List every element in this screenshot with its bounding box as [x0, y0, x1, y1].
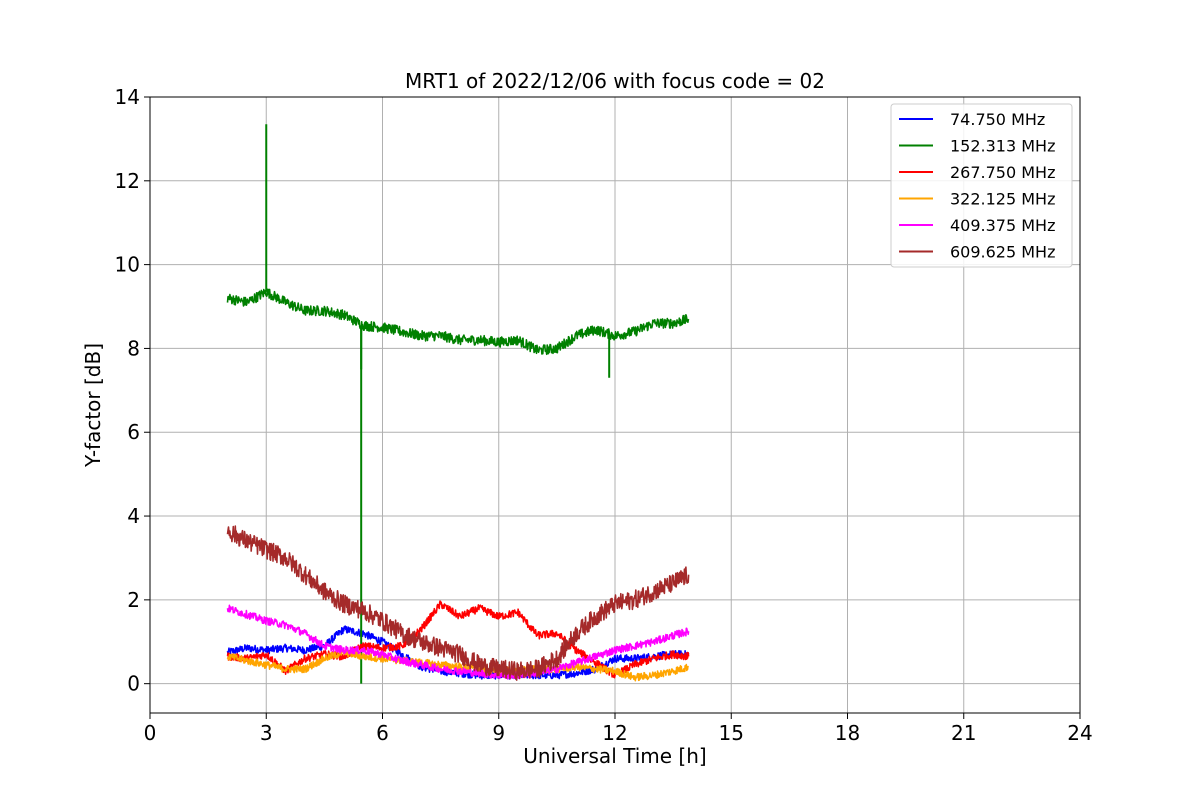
legend-label: 409.375 MHz — [950, 216, 1055, 235]
legend-label: 267.750 MHz — [950, 163, 1055, 182]
y-tick-label: 8 — [127, 336, 140, 360]
y-tick-label: 12 — [115, 169, 140, 193]
x-tick-label: 9 — [492, 721, 505, 745]
x-tick-label: 15 — [719, 721, 744, 745]
y-tick-label: 2 — [127, 588, 140, 612]
x-tick-label: 6 — [376, 721, 389, 745]
legend-label: 322.125 MHz — [950, 190, 1055, 209]
legend-label: 74.750 MHz — [950, 110, 1045, 129]
x-tick-label: 18 — [835, 721, 860, 745]
series-line-1 — [226, 288, 690, 356]
x-tick-label: 3 — [260, 721, 273, 745]
y-tick-label: 6 — [127, 420, 140, 444]
x-tick-label: 21 — [951, 721, 976, 745]
series-layer — [226, 124, 690, 684]
legend-box — [890, 103, 1073, 268]
series-line-2 — [226, 600, 690, 679]
x-axis-label: Universal Time [h] — [523, 744, 706, 768]
legend-label: 152.313 MHz — [950, 137, 1055, 156]
y-tick-label: 10 — [115, 253, 140, 277]
y-axis-label: Y-factor [dB] — [81, 343, 105, 468]
y-tick-label: 14 — [115, 85, 140, 109]
series-line-4 — [226, 604, 690, 680]
y-tick-label: 0 — [127, 672, 140, 696]
series-line-5 — [226, 525, 690, 681]
x-tick-label: 12 — [602, 721, 627, 745]
y-tick-label: 4 — [127, 504, 140, 528]
x-tick-label: 24 — [1067, 721, 1092, 745]
x-tick-label: 0 — [144, 721, 157, 745]
legend-label: 609.625 MHz — [950, 243, 1055, 262]
legend: 74.750 MHz 152.313 MHz 267.750 MHz 322.125 … — [890, 103, 1073, 268]
chart-title: MRT1 of 2022/12/06 with focus code = 02 — [405, 69, 825, 93]
